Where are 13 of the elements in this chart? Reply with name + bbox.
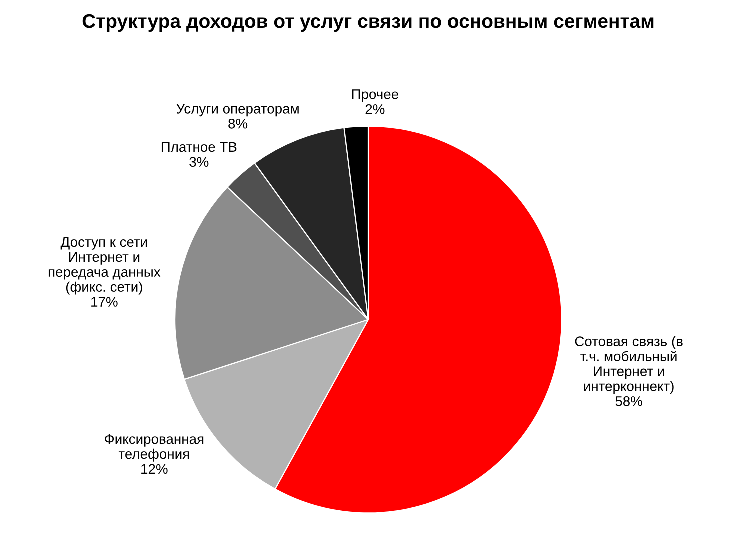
data-label: 8%: [228, 118, 248, 129]
data-label: 2%: [366, 104, 385, 114]
slice-label: Прочее: [352, 90, 398, 102]
slice-label: Платное ТВ: [162, 142, 237, 152]
slice-label: Доступ к сети Интернет и передача данных (фикс. сети): [48, 237, 161, 295]
chart-title: Структура доходов от услуг связи по основным сегментам: [82, 14, 654, 32]
data-label: 58%: [616, 396, 642, 406]
slice-label: Услуги операторам: [176, 104, 299, 117]
slice-label: Фиксированная телефония: [105, 434, 204, 462]
data-label: 3%: [190, 157, 209, 168]
data-label: 12%: [142, 464, 168, 474]
slice-label: Сотовая связь (в т.ч. мобильный Интернет и интерконнект): [575, 336, 683, 394]
data-label: 17%: [92, 297, 118, 307]
